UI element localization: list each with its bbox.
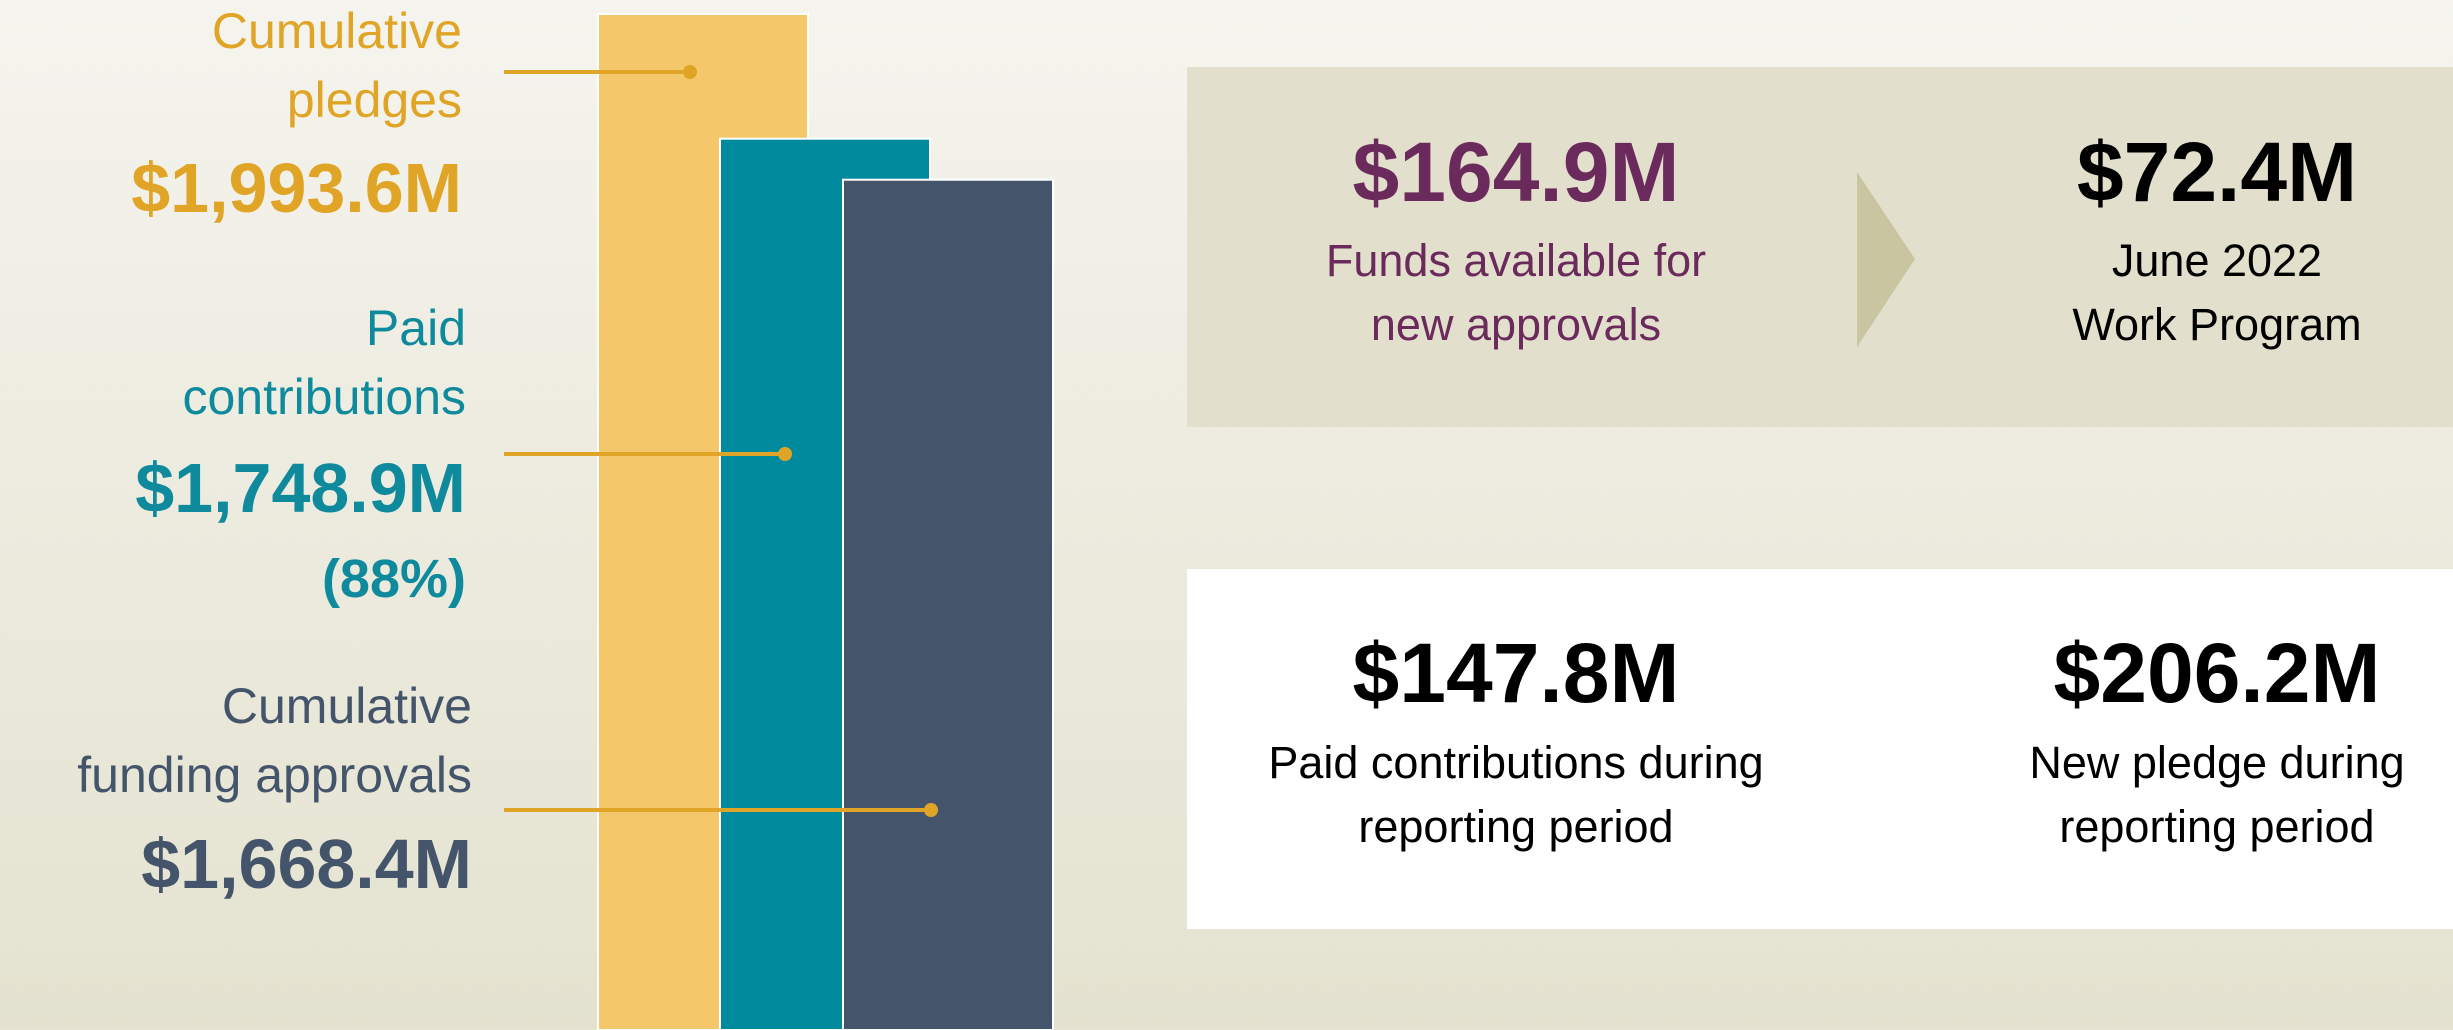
stat-caption: Paid contributions during reporting peri… — [1268, 737, 1764, 852]
bar-value: $1,668.4M — [141, 825, 472, 903]
bar-label: Cumulative funding approvals — [77, 678, 472, 803]
bar — [842, 178, 1054, 1030]
stat-caption: New pledge during reporting period — [2029, 737, 2405, 852]
leader-dot — [683, 65, 697, 79]
leader-dot — [924, 803, 938, 817]
bar-value: $1,748.9M — [135, 449, 466, 527]
bar-note: (88%) — [321, 549, 466, 609]
top-panel — [1187, 67, 2453, 427]
stat-caption: Funds available for new approvals — [1325, 235, 1707, 350]
stat-caption: June 2022 Work Program — [2072, 235, 2362, 350]
stat-value: $164.9M — [1352, 125, 1680, 219]
leader-dot — [778, 447, 792, 461]
bar-value: $1,993.6M — [131, 149, 462, 227]
bottom-panel — [1187, 569, 2453, 929]
stat-value: $147.8M — [1352, 626, 1680, 720]
chevron — [1857, 172, 1915, 347]
stat-value: $72.4M — [2076, 125, 2358, 219]
bar-label: Paid contributions — [182, 300, 467, 425]
stat-value: $206.2M — [2053, 626, 2381, 720]
bar-label: Cumulative pledges — [211, 3, 462, 128]
